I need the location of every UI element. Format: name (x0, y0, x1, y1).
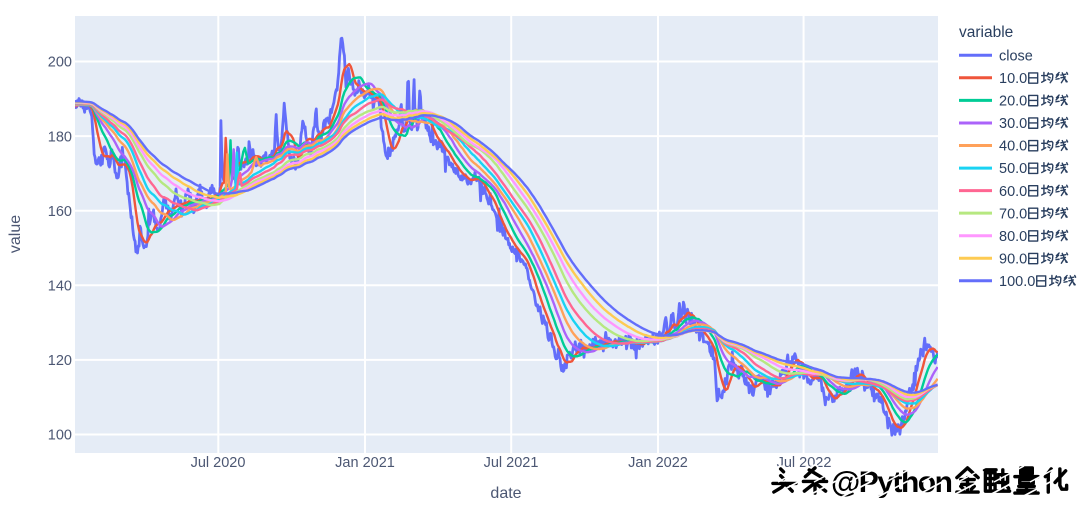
svg-text:100.0: 100.0 (999, 274, 1035, 290)
svg-text:100: 100 (48, 428, 72, 444)
svg-text:160: 160 (48, 204, 72, 220)
svg-text:10.0: 10.0 (999, 71, 1027, 87)
svg-text:90.0: 90.0 (999, 251, 1027, 267)
svg-text:close: close (999, 49, 1033, 65)
svg-text:Jan 2021: Jan 2021 (335, 455, 395, 471)
svg-text:date: date (490, 485, 521, 502)
svg-text:70.0: 70.0 (999, 206, 1027, 222)
svg-text:20.0: 20.0 (999, 94, 1027, 110)
svg-text:40.0: 40.0 (999, 139, 1027, 155)
svg-text:value: value (7, 215, 24, 253)
svg-text:30.0: 30.0 (999, 116, 1027, 132)
svg-text:variable: variable (959, 24, 1013, 41)
svg-text:Jul 2020: Jul 2020 (191, 455, 246, 471)
svg-text:200: 200 (48, 55, 72, 71)
svg-text:140: 140 (48, 279, 72, 295)
svg-text:@Python: @Python (831, 466, 952, 499)
svg-text:60.0: 60.0 (999, 184, 1027, 200)
svg-text:Jul 2021: Jul 2021 (484, 455, 539, 471)
svg-text:120: 120 (48, 353, 72, 369)
svg-text:180: 180 (48, 129, 72, 145)
svg-text:80.0: 80.0 (999, 229, 1027, 245)
svg-text:50.0: 50.0 (999, 161, 1027, 177)
svg-text:Jan 2022: Jan 2022 (628, 455, 688, 471)
